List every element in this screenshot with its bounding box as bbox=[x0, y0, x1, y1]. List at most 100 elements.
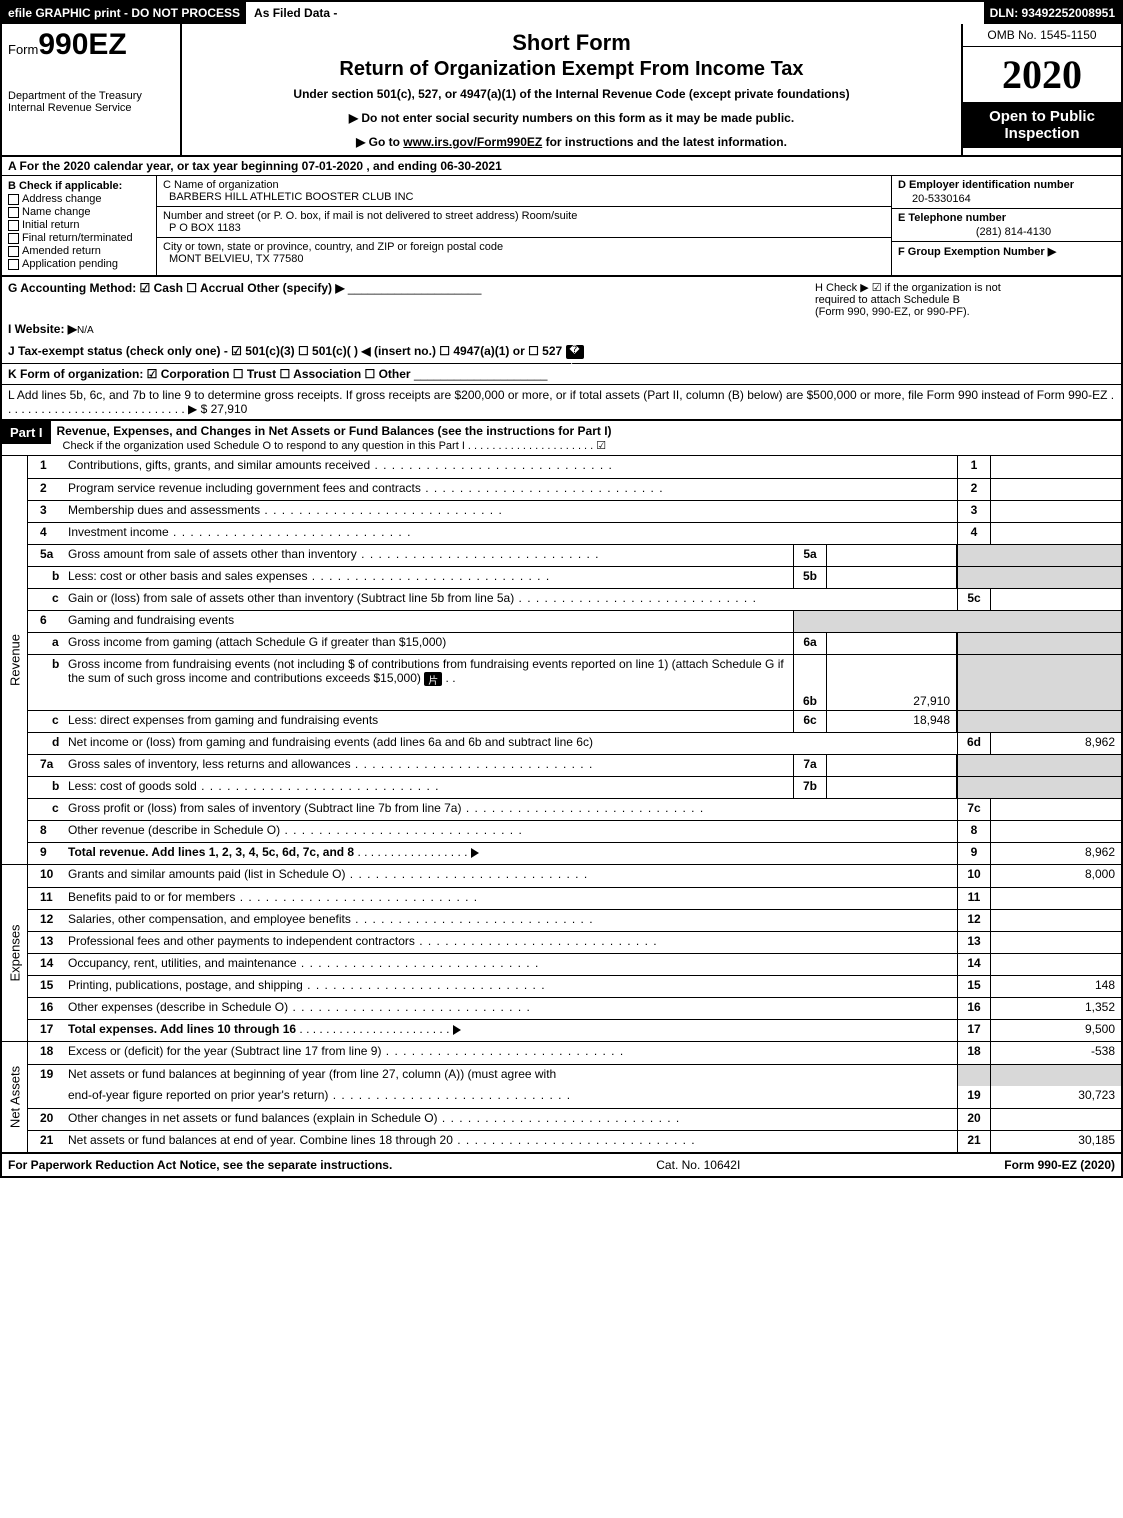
topbar: efile GRAPHIC print - DO NOT PROCESS As … bbox=[2, 2, 1121, 24]
ln9-val: 8,962 bbox=[991, 843, 1121, 864]
i-value: N/A bbox=[77, 325, 94, 336]
ln21-val: 30,185 bbox=[991, 1131, 1121, 1152]
goto-line: ▶ Go to www.irs.gov/Form990EZ for instru… bbox=[192, 135, 951, 149]
ln14-val bbox=[991, 954, 1121, 975]
form-word: Form bbox=[8, 42, 38, 57]
g-text: G Accounting Method: ☑ Cash ☐ Accrual Ot… bbox=[8, 281, 345, 295]
footer-cat: Cat. No. 10642I bbox=[392, 1158, 1004, 1172]
revenue-rows: 1Contributions, gifts, grants, and simil… bbox=[28, 456, 1121, 864]
e-value: (281) 814-4130 bbox=[912, 226, 1115, 238]
page-footer: For Paperwork Reduction Act Notice, see … bbox=[2, 1154, 1121, 1176]
ln7c-text: Gross profit or (loss) from sales of inv… bbox=[64, 799, 957, 820]
ln19a-text: Net assets or fund balances at beginning… bbox=[64, 1065, 957, 1086]
ln7b-text: Less: cost of goods sold bbox=[64, 777, 793, 798]
as-filed-label: As Filed Data - bbox=[248, 2, 345, 24]
ck-initial-return[interactable]: Initial return bbox=[8, 219, 150, 231]
schedule-icon[interactable]: ⽚ bbox=[424, 672, 442, 686]
ln5a-text: Gross amount from sale of assets other t… bbox=[64, 545, 793, 566]
row-i: I Website: ▶N/A bbox=[2, 322, 1121, 340]
ln11-text: Benefits paid to or for members bbox=[64, 888, 957, 909]
footer-form: Form 990-EZ (2020) bbox=[1004, 1158, 1115, 1172]
part1-label: Part I bbox=[2, 421, 51, 444]
k-text: K Form of organization: ☑ Corporation ☐ … bbox=[8, 367, 411, 381]
ln4-val bbox=[991, 523, 1121, 544]
c-addr-row: Number and street (or P. O. box, if mail… bbox=[157, 207, 891, 238]
irs-label: Internal Revenue Service bbox=[8, 102, 174, 114]
ln5b-val bbox=[827, 567, 957, 588]
ln5a-val bbox=[827, 545, 957, 566]
ln5c-val bbox=[991, 589, 1121, 610]
ln17-text: Total expenses. Add lines 10 through 16 … bbox=[64, 1020, 957, 1041]
netassets-section: Net Assets 18Excess or (deficit) for the… bbox=[2, 1042, 1121, 1154]
i-label: I Website: ▶ bbox=[8, 322, 77, 336]
ln10-val: 8,000 bbox=[991, 865, 1121, 887]
ln15-text: Printing, publications, postage, and shi… bbox=[64, 976, 957, 997]
ck-amended-return[interactable]: Amended return bbox=[8, 245, 150, 257]
row-gh: G Accounting Method: ☑ Cash ☐ Accrual Ot… bbox=[2, 277, 1121, 322]
ln12-text: Salaries, other compensation, and employ… bbox=[64, 910, 957, 931]
ln7c-val bbox=[991, 799, 1121, 820]
ck-final-return[interactable]: Final return/terminated bbox=[8, 232, 150, 244]
ln20-text: Other changes in net assets or fund bala… bbox=[64, 1109, 957, 1130]
return-title: Return of Organization Exempt From Incom… bbox=[192, 58, 951, 81]
ck-label: Address change bbox=[22, 193, 102, 205]
arrow-icon bbox=[453, 1025, 461, 1035]
c-addr-value: P O BOX 1183 bbox=[169, 222, 885, 234]
line-k: K Form of organization: ☑ Corporation ☐ … bbox=[2, 364, 1121, 385]
ln1-text: Contributions, gifts, grants, and simila… bbox=[64, 456, 957, 478]
ln14-text: Occupancy, rent, utilities, and maintena… bbox=[64, 954, 957, 975]
revenue-vtext: Revenue bbox=[7, 634, 22, 686]
ln10-text: Grants and similar amounts paid (list in… bbox=[64, 865, 957, 887]
under-section: Under section 501(c), 527, or 4947(a)(1)… bbox=[192, 87, 951, 101]
ln6b-val: 27,910 bbox=[827, 655, 957, 710]
netassets-rows: 18Excess or (deficit) for the year (Subt… bbox=[28, 1042, 1121, 1152]
ln7a-text: Gross sales of inventory, less returns a… bbox=[64, 755, 793, 776]
ln20-val bbox=[991, 1109, 1121, 1130]
ln7b-val bbox=[827, 777, 957, 798]
goto-post: for instructions and the latest informat… bbox=[542, 135, 787, 149]
ln3-text: Membership dues and assessments bbox=[64, 501, 957, 522]
expenses-section: Expenses 10Grants and similar amounts pa… bbox=[2, 865, 1121, 1042]
b-label: B Check if applicable: bbox=[8, 180, 150, 192]
ck-name-change[interactable]: Name change bbox=[8, 206, 150, 218]
h-line1: H Check ▶ ☑ if the organization is not bbox=[815, 281, 1115, 294]
revenue-vlabel: Revenue bbox=[2, 456, 28, 864]
title-mid: Short Form Return of Organization Exempt… bbox=[182, 24, 961, 155]
d-value: 20-5330164 bbox=[912, 193, 1115, 205]
ck-label: Final return/terminated bbox=[22, 232, 133, 244]
title-block: Form990EZ Department of the Treasury Int… bbox=[2, 24, 1121, 157]
goto-link[interactable]: www.irs.gov/Form990EZ bbox=[403, 135, 542, 149]
ck-label: Application pending bbox=[22, 258, 118, 270]
ln6d-val: 8,962 bbox=[991, 733, 1121, 754]
ck-label: Amended return bbox=[22, 245, 101, 257]
ln5c-text: Gain or (loss) from sale of assets other… bbox=[64, 589, 957, 610]
ln6c-val: 18,948 bbox=[827, 711, 957, 732]
i-website: I Website: ▶N/A bbox=[8, 322, 1115, 336]
expenses-vtext: Expenses bbox=[7, 924, 22, 981]
ln9-bold: Total revenue. Add lines 1, 2, 3, 4, 5c,… bbox=[68, 845, 354, 859]
ck-address-change[interactable]: Address change bbox=[8, 193, 150, 205]
ln15-val: 148 bbox=[991, 976, 1121, 997]
dln-label: DLN: 93492252008951 bbox=[984, 2, 1121, 24]
h-line2: required to attach Schedule B bbox=[815, 294, 1115, 306]
col-b-checkboxes: B Check if applicable: Address change Na… bbox=[2, 176, 157, 275]
tax-year: 2020 bbox=[963, 47, 1121, 102]
ck-label: Initial return bbox=[22, 219, 79, 231]
netassets-vlabel: Net Assets bbox=[2, 1042, 28, 1152]
d-label: D Employer identification number bbox=[898, 179, 1115, 191]
part1-title: Revenue, Expenses, and Changes in Net As… bbox=[57, 424, 612, 438]
ssn-warning: ▶ Do not enter social security numbers o… bbox=[192, 111, 951, 125]
ln2-text: Program service revenue including govern… bbox=[64, 479, 957, 500]
ln2-val bbox=[991, 479, 1121, 500]
schedule-icon[interactable]: �片 bbox=[566, 345, 584, 359]
ln1-val bbox=[991, 456, 1121, 478]
c-city-row: City or town, state or province, country… bbox=[157, 238, 891, 268]
goto-pre: ▶ Go to bbox=[356, 135, 403, 149]
c-name-label: C Name of organization bbox=[163, 179, 885, 191]
open-to-public: Open to Public Inspection bbox=[963, 102, 1121, 148]
h-line3: (Form 990, 990-EZ, or 990-PF). bbox=[815, 306, 1115, 318]
c-name-row: C Name of organization BARBERS HILL ATHL… bbox=[157, 176, 891, 207]
ln6-text: Gaming and fundraising events bbox=[64, 611, 793, 632]
row-j: J Tax-exempt status (check only one) - ☑… bbox=[2, 340, 1121, 364]
ck-application-pending[interactable]: Application pending bbox=[8, 258, 150, 270]
